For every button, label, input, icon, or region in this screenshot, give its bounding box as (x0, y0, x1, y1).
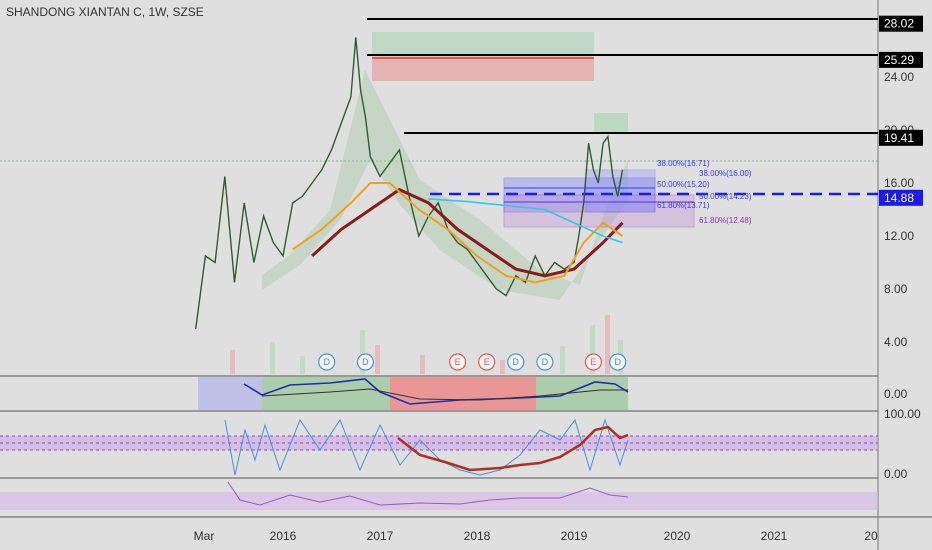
price-level-tag (879, 51, 923, 68)
ma-long-line (311, 187, 624, 278)
panel-tick-label: 100.00 (884, 407, 921, 421)
panel-tick-label: 0.00 (884, 387, 908, 401)
event-label: D (614, 357, 621, 367)
price-level-tag-label: 28.02 (884, 17, 914, 31)
event-label: D (513, 357, 520, 367)
price-level-tag-label: 19.41 (884, 131, 914, 145)
ma-mid-line (292, 182, 624, 284)
macd-zone-green (262, 377, 390, 410)
event-label: E (590, 357, 596, 367)
event-label: D (542, 357, 549, 367)
panel-axis: 0.00 100.00 0.00 (884, 387, 921, 481)
earnings-marker[interactable]: E (584, 353, 603, 371)
price-level-tag (879, 15, 923, 32)
fib-labels: 38.00%(16.71)38.00%(16.00) 50.00%(15.20) 5… (657, 159, 752, 225)
fib-label: 38.00%(16.71) (657, 159, 710, 168)
price-level-tags: 28.02 25.29 19.41 14.88 (879, 15, 923, 206)
volume-profile-red (372, 57, 594, 81)
dividend-marker[interactable]: D (609, 353, 627, 371)
bollinger-band (262, 70, 628, 300)
macd-zone-blue (198, 377, 262, 410)
dividend-marker[interactable]: D (318, 353, 336, 371)
macd-zone-red (390, 377, 536, 410)
fib-box-purple (503, 194, 695, 228)
rsi-line (224, 418, 629, 476)
price-tick-label: 4.00 (884, 335, 908, 349)
price-level-tag-label: 14.88 (884, 191, 914, 205)
price-level-tag-label: 25.29 (884, 53, 914, 67)
price-level-tag (879, 129, 923, 146)
fib-label: 50.00%(14.23) (699, 192, 752, 201)
oscillator-band (0, 492, 878, 510)
macd-line (243, 378, 629, 405)
macd-signal (261, 388, 628, 401)
time-tick-label: 2018 (464, 529, 491, 543)
fib-label: 50.00%(15.20) (657, 180, 710, 189)
price-tick-label: 24.00 (884, 70, 914, 84)
dividend-marker[interactable]: D (536, 353, 554, 371)
earnings-marker[interactable]: E (478, 353, 496, 371)
fib-label: 61.80%(12.48) (699, 216, 752, 225)
time-tick-label: Mar (194, 529, 215, 543)
event-label: E (455, 357, 461, 367)
time-tick-label: 2020 (664, 529, 691, 543)
oscillator-line (227, 481, 629, 506)
dividend-marker[interactable]: D (507, 353, 525, 371)
event-label: D (362, 357, 369, 367)
event-label: D (323, 357, 330, 367)
time-tick-label: 20 (864, 529, 878, 543)
earnings-marker[interactable]: E (449, 353, 467, 371)
price-tick-label: 8.00 (884, 282, 908, 296)
time-tick-label: 2017 (367, 529, 394, 543)
cyan-line (428, 198, 623, 244)
time-axis: Mar 2016 2017 2018 2019 2020 2021 20 (194, 529, 878, 543)
symbol-title: SHANDONG XIANTAN C, 1W, SZSE (6, 5, 204, 19)
time-tick-label: 2019 (561, 529, 588, 543)
price-line-close (195, 37, 624, 329)
macd-zone-green2 (536, 377, 628, 410)
price-tick-label: 12.00 (884, 229, 914, 243)
time-tick-label: 2016 (270, 529, 297, 543)
fib-label: 38.00%(16.00) (699, 169, 752, 178)
fib-box-blue-right (585, 169, 656, 213)
event-label: E (484, 357, 490, 367)
price-tick-label: 16.00 (884, 176, 914, 190)
stoch-line (397, 425, 629, 472)
time-tick-label: 2021 (761, 529, 788, 543)
dividend-marker[interactable]: D (356, 353, 374, 371)
volume-profile-green (372, 32, 594, 57)
panel-tick-label: 0.00 (884, 467, 908, 481)
fib-label: 61.80%(13.71) (657, 201, 710, 210)
price-level-tag (879, 189, 923, 206)
top-green-zone (594, 113, 628, 133)
